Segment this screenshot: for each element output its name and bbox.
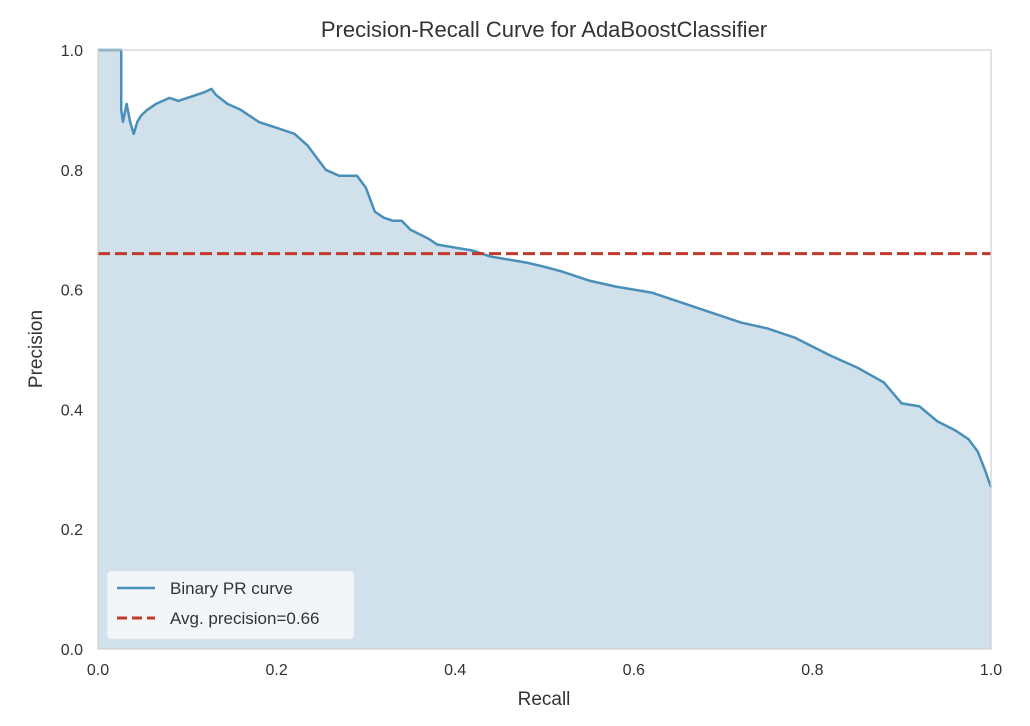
y-axis-label: Precision [26,310,47,388]
x-tick-label: 1.0 [980,662,1002,679]
x-tick-label: 0.8 [801,662,823,679]
x-tick-label: 0.6 [623,662,645,679]
chart-title: Precision-Recall Curve for AdaBoostClass… [321,17,767,42]
legend: Binary PR curve Avg. precision=0.66 [106,570,355,640]
legend-pr-label: Binary PR curve [170,579,293,598]
y-tick-label: 1.0 [61,43,83,60]
plot-area [97,48,993,650]
legend-avg-label: Avg. precision=0.66 [170,609,319,628]
x-tick-label: 0.2 [265,662,287,679]
y-tick-label: 0.4 [61,402,83,419]
x-tick-label: 0.0 [87,662,109,679]
legend-box [106,570,355,640]
x-axis-label: Recall [518,689,571,710]
y-tick-label: 0.8 [61,163,83,180]
pr-curve-line [98,48,993,488]
plot-frame [97,49,992,650]
x-axis-ticks: 0.0 0.2 0.4 0.6 0.8 1.0 [87,662,1002,679]
x-tick-label: 0.4 [444,662,466,679]
y-tick-label: 0.6 [61,283,83,300]
pr-area-fill [98,50,991,649]
y-tick-label: 0.0 [61,642,83,659]
y-tick-label: 0.2 [61,522,83,539]
y-axis-ticks: 0.0 0.2 0.4 0.6 0.8 1.0 [61,43,83,659]
